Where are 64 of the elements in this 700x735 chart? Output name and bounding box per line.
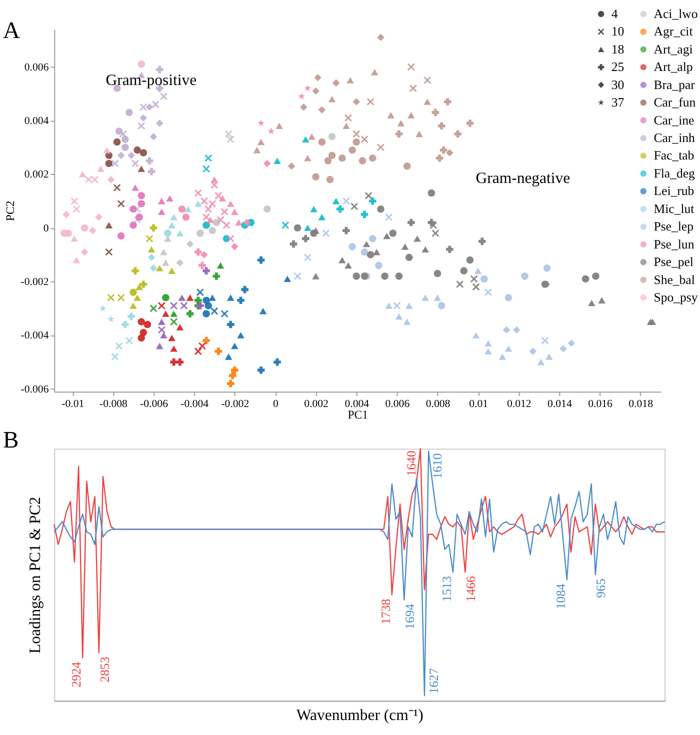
legend-label: Pse_lep bbox=[654, 220, 694, 234]
x-tick-label: 0.006 bbox=[385, 398, 410, 410]
x-tick-label: -0.004 bbox=[180, 398, 210, 410]
y-tick-label: 0.004 bbox=[24, 114, 50, 127]
x-tick-label: 0.004 bbox=[344, 398, 370, 410]
legend-label: 30 bbox=[611, 78, 624, 92]
legend-label: Agr_cit bbox=[654, 24, 694, 39]
annotation: 1738 bbox=[378, 598, 393, 624]
legend-label: Pse_pel bbox=[654, 255, 694, 270]
y-tick-label: -0.002 bbox=[20, 276, 49, 288]
x-tick-label: -0.006 bbox=[140, 398, 169, 410]
x-tick-label: 0.014 bbox=[548, 398, 572, 410]
annotation: 1466 bbox=[464, 576, 478, 602]
x-tick-label: 0.018 bbox=[628, 398, 653, 410]
legend-label: Fac_tab bbox=[654, 148, 694, 163]
legend-label: Art_alp bbox=[654, 60, 693, 74]
legend-label: Mic_lut bbox=[654, 202, 695, 216]
x-tick-label: 0.01 bbox=[469, 398, 488, 410]
y-axis-title: Loadings on PC1 & PC2 bbox=[26, 496, 44, 654]
y-tick-label: -0.006 bbox=[20, 383, 50, 396]
legend-label: 37 bbox=[611, 96, 625, 110]
chart-title: A bbox=[2, 18, 20, 44]
legend-label: Pse_lun bbox=[654, 237, 695, 252]
x-tick-label: -0.01 bbox=[62, 398, 84, 410]
x-axis-title: PC1 bbox=[348, 408, 368, 422]
annotation: 1627 bbox=[427, 668, 442, 694]
legend-label: Car_ine bbox=[654, 113, 695, 128]
x-tick-label: -0.002 bbox=[221, 398, 250, 410]
annotation: 1084 bbox=[554, 583, 568, 610]
x-tick-label: 0.016 bbox=[588, 398, 614, 410]
annotation: 2924 bbox=[70, 661, 84, 688]
annotation: 2853 bbox=[98, 656, 112, 682]
legend-label: Car_inh bbox=[654, 131, 696, 146]
x-tick-label: 0.008 bbox=[426, 398, 450, 410]
annotation: 1610 bbox=[430, 453, 444, 479]
legend-label: Spo_psy bbox=[654, 290, 698, 305]
annotation: 1694 bbox=[402, 603, 417, 630]
y-tick-label: 0.006 bbox=[24, 61, 50, 74]
x-axis-title: Wavenumber (cm⁻¹) bbox=[296, 706, 424, 724]
y-tick-label: -0.004 bbox=[20, 330, 50, 342]
legend-label: 25 bbox=[611, 60, 624, 74]
x-tick-label: -0.008 bbox=[99, 398, 128, 410]
annotation: 1513 bbox=[440, 576, 454, 602]
x-tick-label: 0.002 bbox=[304, 398, 328, 410]
legend-label: Car_fun bbox=[654, 96, 696, 110]
legend-label: 10 bbox=[611, 24, 624, 39]
legend-label: Bra_par bbox=[654, 78, 696, 92]
x-tick-label: 0.012 bbox=[506, 398, 532, 410]
annotation: 1640 bbox=[404, 450, 418, 476]
x-tick-label: 0 bbox=[273, 398, 278, 410]
y-tick-label: 0 bbox=[43, 222, 49, 234]
annotation: Gram-positive bbox=[106, 72, 197, 89]
legend-label: Lei_rub bbox=[654, 184, 694, 198]
legend-label: Fla_deg bbox=[654, 166, 696, 180]
annotation: 965 bbox=[594, 578, 608, 598]
legend-label: Aci_lwo bbox=[654, 6, 698, 21]
y-axis-title: PC2 bbox=[2, 200, 17, 222]
legend-label: She_bal bbox=[654, 272, 696, 287]
legend-label: 4 bbox=[611, 6, 618, 21]
legend-label: 18 bbox=[611, 42, 624, 56]
y-tick-label: 0.002 bbox=[24, 168, 49, 181]
legend-label: Art_agi bbox=[654, 42, 694, 56]
chart-title: B bbox=[2, 428, 19, 454]
annotation: Gram-negative bbox=[476, 170, 570, 187]
